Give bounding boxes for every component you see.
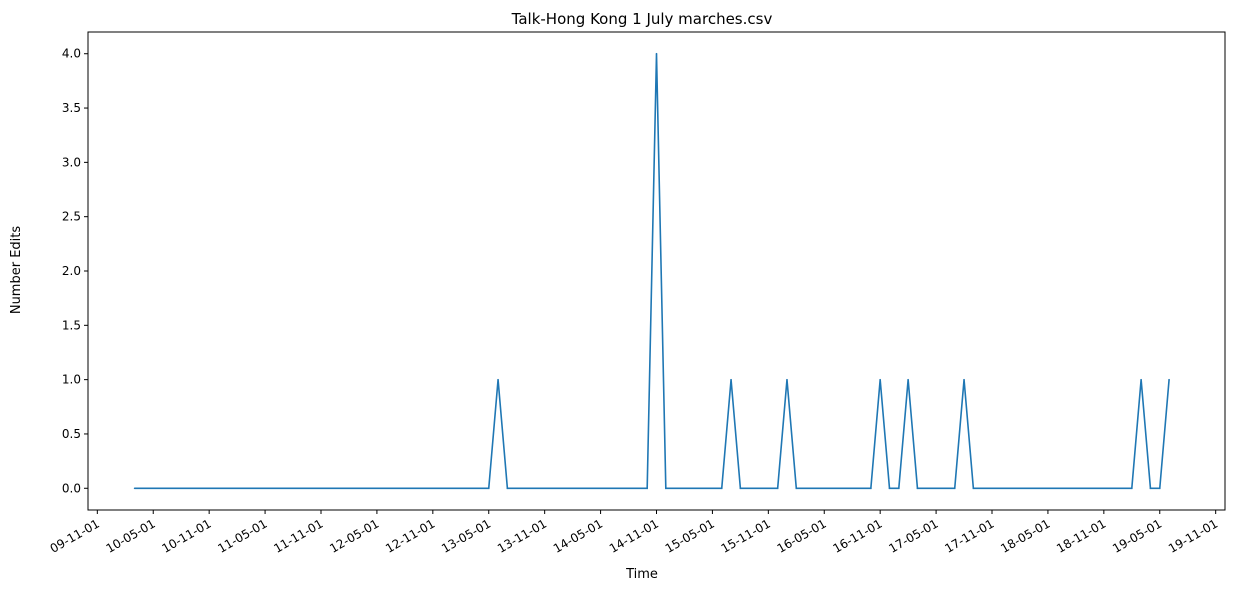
data-point bbox=[953, 487, 956, 490]
x-tick-label: 17-11-01 bbox=[942, 516, 996, 555]
data-point bbox=[898, 487, 900, 490]
x-tick-label: 12-05-01 bbox=[327, 516, 381, 555]
x-tick-label: 18-11-01 bbox=[1054, 516, 1108, 555]
data-point bbox=[665, 487, 667, 490]
data-point bbox=[1149, 487, 1152, 490]
data-point bbox=[786, 378, 788, 381]
y-tick-label: 4.0 bbox=[62, 47, 81, 61]
x-tick-label: 10-11-01 bbox=[159, 516, 213, 555]
y-tick-label: 2.0 bbox=[62, 264, 81, 278]
x-axis-ticks: 09-11-01 10-05-01 10-11-01 11-05-01 11-11-01… bbox=[48, 510, 1220, 556]
plot-frame bbox=[87, 31, 1226, 511]
data-point bbox=[972, 487, 975, 490]
x-tick-label: 09-11-01 bbox=[48, 516, 102, 555]
x-tick-label: 11-05-01 bbox=[215, 516, 269, 555]
x-tick-label: 17-05-01 bbox=[886, 516, 940, 555]
x-tick-label: 12-11-01 bbox=[383, 516, 437, 555]
data-point bbox=[739, 487, 742, 490]
series-line bbox=[134, 53, 1170, 490]
data-point bbox=[1140, 378, 1142, 381]
series-layer bbox=[133, 52, 1170, 490]
data-point bbox=[1168, 378, 1170, 381]
chart-title: Talk-Hong Kong 1 July marches.csv bbox=[511, 10, 773, 28]
x-tick-label: 16-11-01 bbox=[831, 516, 885, 555]
x-tick-label: 13-11-01 bbox=[495, 516, 549, 555]
x-axis-label: Time bbox=[625, 567, 658, 582]
y-tick-label: 1.0 bbox=[62, 373, 81, 387]
data-point bbox=[730, 378, 732, 381]
data-point bbox=[487, 487, 490, 490]
y-tick-label: 3.0 bbox=[62, 155, 81, 169]
x-tick-label: 13-05-01 bbox=[439, 516, 493, 555]
data-point bbox=[870, 487, 872, 490]
y-tick-label: 0.5 bbox=[62, 427, 81, 441]
x-tick-label: 14-11-01 bbox=[607, 516, 661, 555]
data-point bbox=[795, 487, 798, 490]
x-tick-label: 11-11-01 bbox=[271, 516, 325, 555]
x-tick-label: 15-05-01 bbox=[663, 516, 717, 555]
data-point bbox=[1158, 487, 1161, 490]
data-point bbox=[907, 378, 909, 381]
y-tick-label: 0.0 bbox=[62, 481, 81, 495]
x-tick-label: 19-05-01 bbox=[1110, 516, 1164, 555]
data-point bbox=[1131, 487, 1133, 490]
data-point bbox=[879, 378, 881, 381]
x-tick-label: 18-05-01 bbox=[998, 516, 1052, 555]
data-point bbox=[888, 487, 891, 490]
y-tick-label: 2.5 bbox=[62, 210, 81, 224]
data-point bbox=[506, 487, 509, 490]
data-point bbox=[963, 378, 965, 381]
data-point bbox=[655, 52, 658, 55]
y-axis-ticks: 0.0 0.5 1.0 1.5 2.0 2.5 3.0 3.5 4.0 bbox=[62, 47, 88, 495]
data-point bbox=[916, 487, 919, 490]
data-point bbox=[776, 487, 779, 490]
y-tick-label: 3.5 bbox=[62, 101, 81, 115]
data-point bbox=[133, 487, 136, 490]
x-tick-label: 14-05-01 bbox=[551, 516, 605, 555]
y-tick-label: 1.5 bbox=[62, 318, 81, 332]
data-point bbox=[497, 378, 499, 381]
y-axis-label: Number Edits bbox=[9, 226, 24, 315]
x-tick-label: 10-05-01 bbox=[104, 516, 158, 555]
x-tick-label: 16-05-01 bbox=[775, 516, 829, 555]
data-point bbox=[646, 487, 648, 490]
x-tick-label: 19-11-01 bbox=[1166, 516, 1220, 555]
x-tick-label: 15-11-01 bbox=[719, 516, 773, 555]
data-point bbox=[720, 487, 723, 490]
